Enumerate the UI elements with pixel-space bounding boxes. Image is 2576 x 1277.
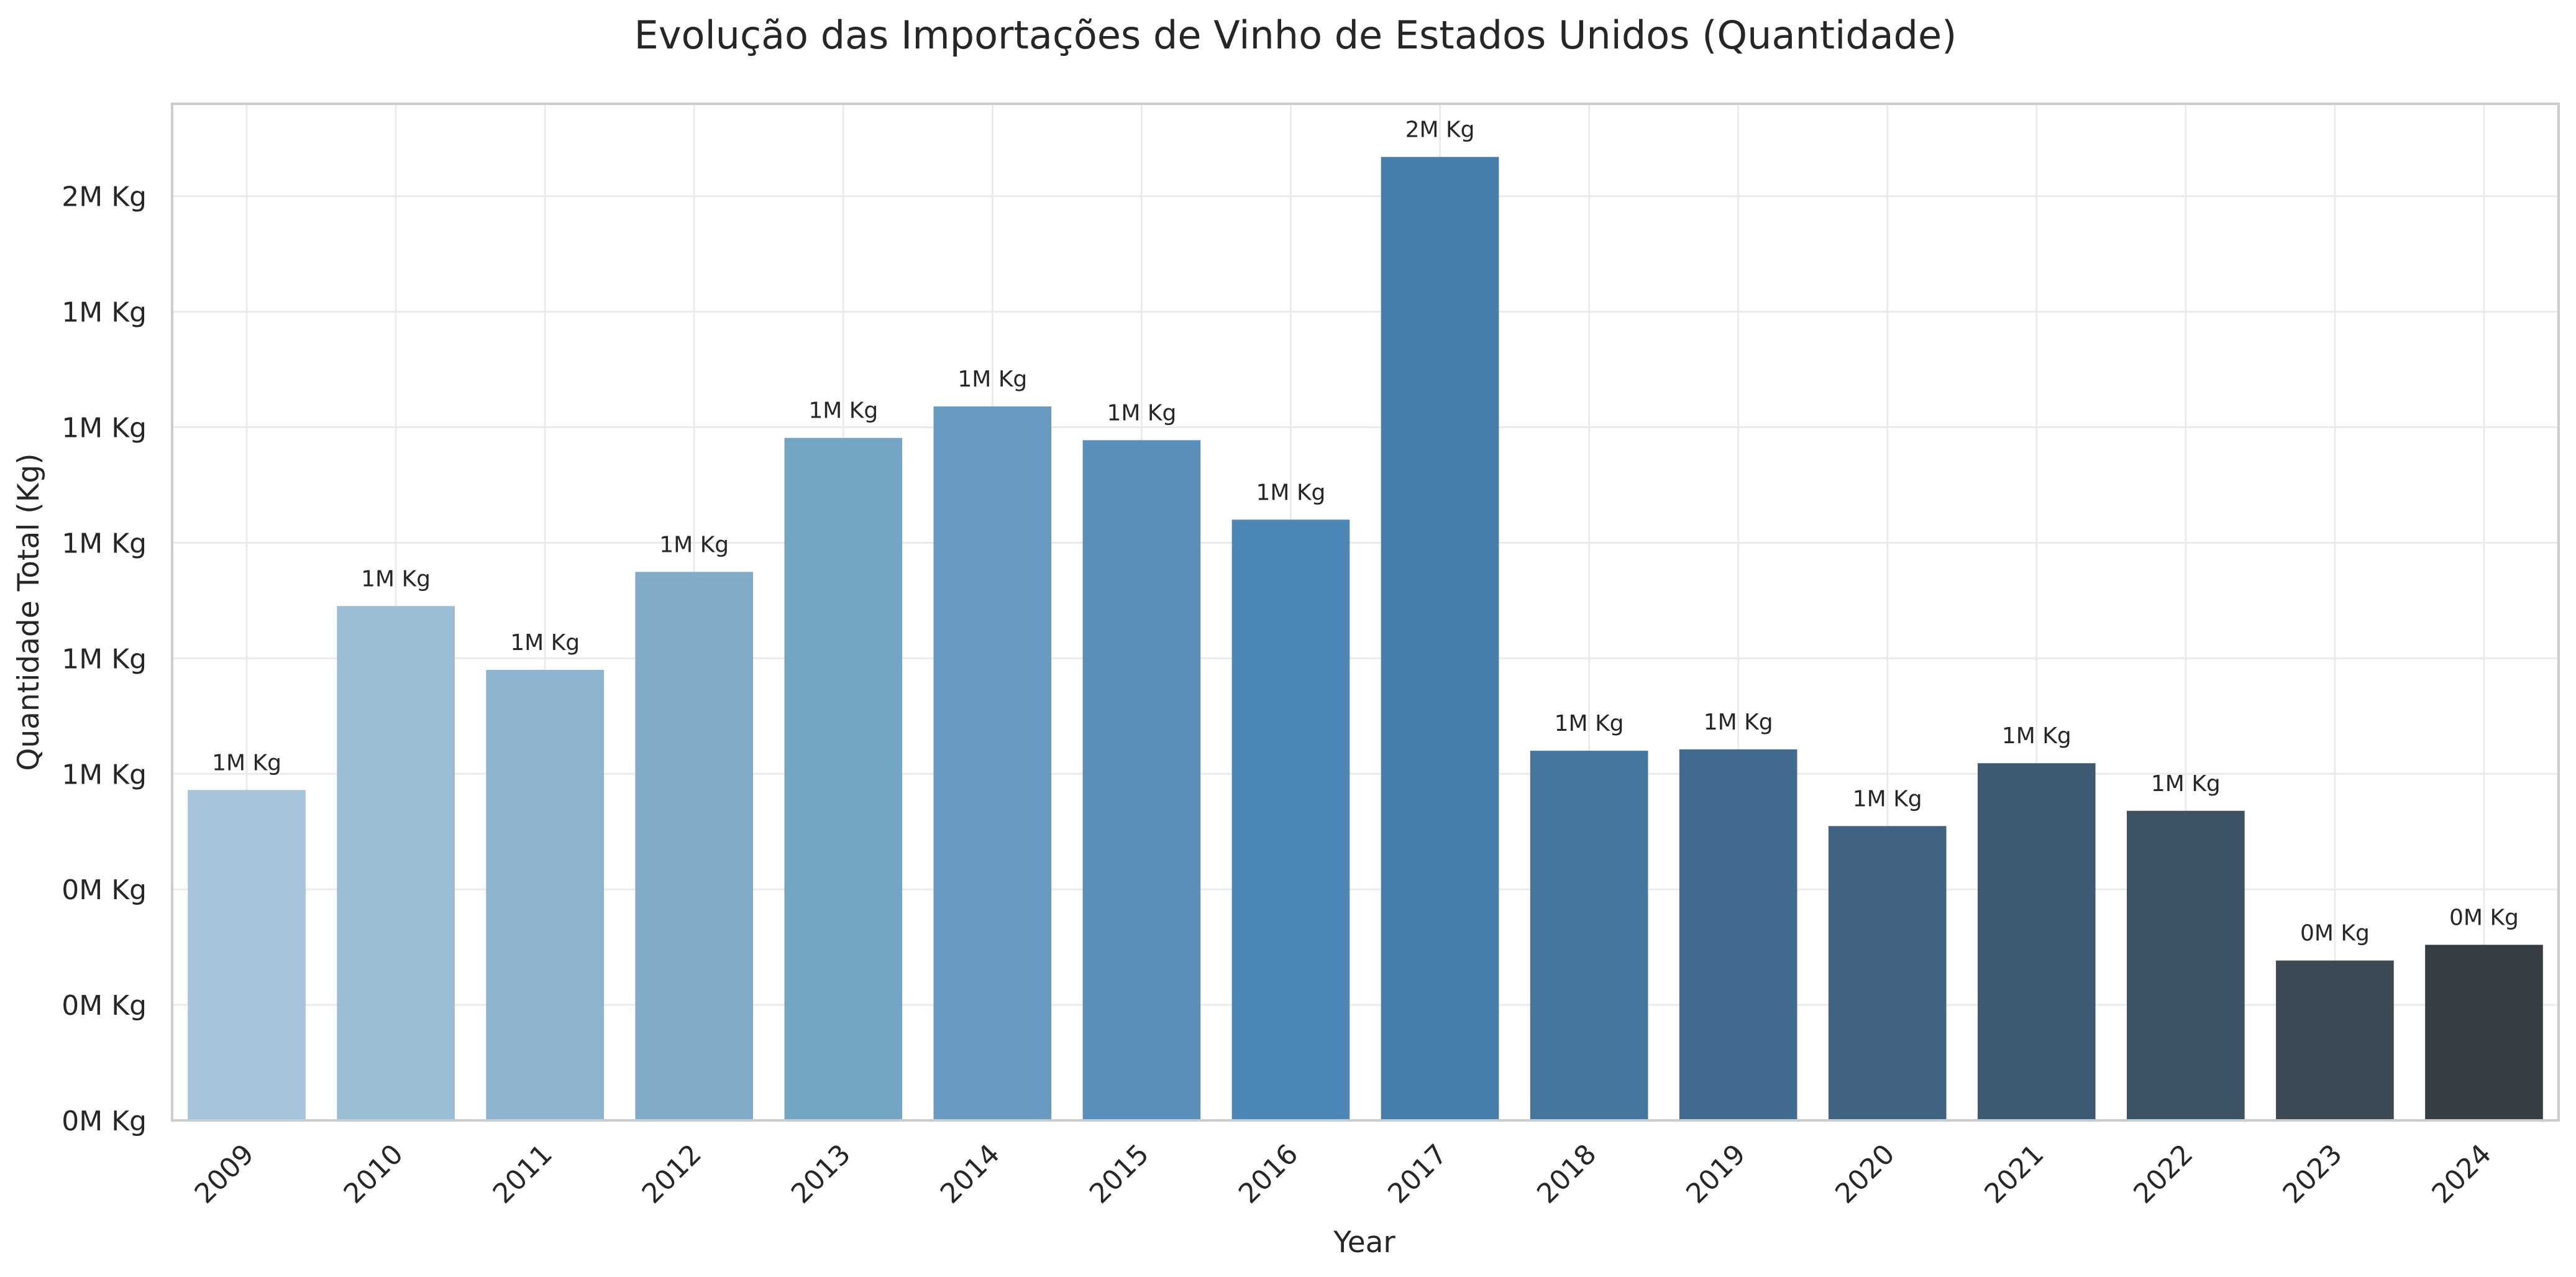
- bar-2022: [2127, 810, 2245, 1120]
- y-tick-label: 1M Kg: [62, 528, 147, 559]
- chart-title: Evolução das Importações de Vinho de Est…: [634, 12, 1957, 58]
- bar-2016: [1231, 519, 1350, 1120]
- bar-value-label: 1M Kg: [808, 398, 878, 424]
- bar-value-label: 0M Kg: [2300, 921, 2370, 946]
- bar-value-labels: 1M Kg 1M Kg 1M Kg 1M Kg 1M Kg 1M Kg 1M Kg 1M Kg…: [212, 117, 2519, 946]
- y-tick-label: 1M Kg: [62, 413, 147, 444]
- y-axis-ticks: 0M Kg 0M Kg 0M Kg 1M Kg 1M Kg 1M Kg 1M Kg 1M Kg…: [62, 181, 147, 1137]
- bar-2012: [635, 572, 754, 1120]
- bar-value-label: 1M Kg: [212, 750, 281, 776]
- y-tick-label: 0M Kg: [62, 990, 147, 1022]
- bar-value-label: 1M Kg: [659, 532, 729, 557]
- bar-2017: [1381, 157, 1499, 1120]
- bar-2011: [486, 669, 604, 1120]
- y-tick-label: 1M Kg: [62, 643, 147, 675]
- bars: [188, 157, 2543, 1121]
- bar-value-label: 1M Kg: [2002, 723, 2071, 749]
- bar-2019: [1679, 749, 1797, 1120]
- y-axis-label: Quantidade Total (Kg): [12, 453, 46, 771]
- y-tick-label: 1M Kg: [62, 759, 147, 790]
- y-tick-label: 0M Kg: [62, 1105, 147, 1137]
- bar-2024: [2425, 945, 2543, 1120]
- bar-value-label: 1M Kg: [1107, 400, 1176, 426]
- y-tick-label: 1M Kg: [62, 297, 147, 329]
- bar-value-label: 1M Kg: [1256, 480, 1326, 505]
- bar-2018: [1530, 751, 1648, 1120]
- y-tick-label: 0M Kg: [62, 874, 147, 906]
- bar-2020: [1828, 826, 1947, 1120]
- bar-value-label: 1M Kg: [510, 630, 580, 656]
- bar-value-label: 2M Kg: [1405, 117, 1475, 143]
- plot-frame: [171, 103, 2560, 1122]
- bar-value-label: 1M Kg: [2151, 771, 2221, 797]
- bar-2014: [933, 406, 1052, 1121]
- bar-2010: [337, 606, 455, 1120]
- x-axis-label: Year: [1333, 1225, 1395, 1260]
- bar-value-label: 1M Kg: [1853, 786, 1922, 812]
- bar-value-label: 1M Kg: [361, 566, 431, 592]
- bar-value-label: 1M Kg: [957, 367, 1027, 392]
- bar-value-label: 1M Kg: [1704, 710, 1773, 735]
- bar-value-label: 1M Kg: [1555, 711, 1624, 736]
- bar-2015: [1082, 440, 1201, 1121]
- bar-2021: [1977, 763, 2096, 1120]
- y-tick-label: 2M Kg: [62, 181, 147, 213]
- bar-2013: [784, 437, 903, 1120]
- bar-2023: [2276, 960, 2394, 1120]
- bar-2009: [188, 790, 306, 1120]
- bar-value-label: 0M Kg: [2449, 905, 2519, 930]
